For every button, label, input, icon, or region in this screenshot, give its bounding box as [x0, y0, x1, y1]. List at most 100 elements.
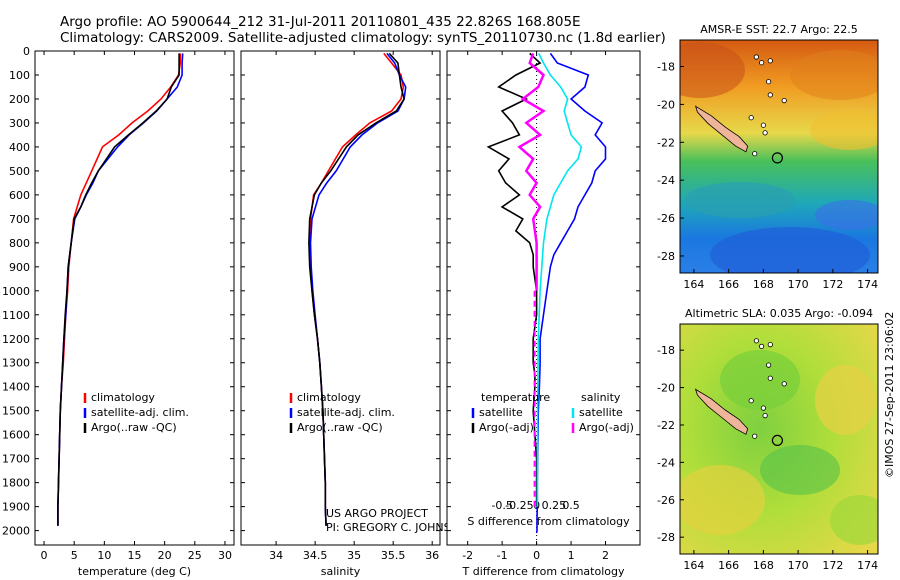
lon-tick-label: 170 [788, 278, 809, 291]
depth-tick-label: 1300 [2, 357, 30, 370]
grande-terre-island [694, 388, 749, 435]
depth-tick-label: 1100 [2, 309, 30, 322]
small-island [748, 115, 754, 121]
x-tick-label: 10 [97, 549, 111, 562]
header-title: Argo profile: AO 5900644_212 31-Jul-2011… [60, 14, 581, 30]
lon-tick-label: 174 [857, 559, 878, 572]
lon-tick-label: 174 [857, 278, 878, 291]
small-island [752, 151, 758, 157]
credit-text: ©IMOS 27-Sep-2011 23:06:02 [883, 312, 896, 478]
lon-tick-label: 168 [753, 559, 774, 572]
lat-tick-label: -20 [657, 98, 675, 111]
small-island [753, 54, 760, 60]
small-island [753, 338, 760, 344]
sst-warm-patch [680, 42, 745, 98]
lon-tick-label: 164 [683, 278, 704, 291]
sla-map-title: Altimetric SLA: 0.035 Argo: -0.094 [685, 307, 873, 320]
depth-tick-label: 200 [9, 93, 30, 106]
x-tick-label: 2 [602, 549, 609, 562]
lat-tick-label: -26 [657, 212, 675, 225]
lon-tick-label: 170 [788, 559, 809, 572]
lat-tick-label: -18 [657, 344, 675, 357]
x-tick-label: 34 [269, 549, 283, 562]
lat-tick-label: -18 [657, 61, 675, 74]
legend-label: satellite-adj. clim. [91, 406, 189, 419]
series-line-salinity-satellite [536, 53, 583, 507]
sst-map-title: AMSR-E SST: 22.7 Argo: 22.5 [700, 23, 858, 36]
s-difference-label: S difference from climatology [467, 515, 630, 528]
salinity-xlabel: salinity [321, 565, 361, 578]
sst-mid-patch [810, 110, 878, 150]
s-tick-label: -0.25 [505, 499, 533, 512]
x-tick-label: 30 [218, 549, 232, 562]
sla-patch [720, 350, 800, 410]
legend-label: Argo(..raw -QC) [297, 421, 383, 434]
small-island [758, 343, 765, 349]
argo-float-marker [771, 434, 784, 446]
small-island [781, 98, 787, 104]
depth-tick-label: 1400 [2, 381, 30, 394]
sla-patch [815, 365, 875, 435]
depth-tick-label: 2000 [2, 525, 30, 538]
small-island [762, 412, 768, 419]
x-tick-label: 0 [533, 549, 540, 562]
s-tick-label: 0.25 [542, 499, 567, 512]
small-island [765, 362, 772, 368]
legend-label: satellite-adj. clim. [297, 406, 395, 419]
legend-title-salinity: salinity [581, 391, 621, 404]
small-island [765, 79, 772, 85]
argo-float-marker [771, 152, 784, 164]
series-line-argo-raw-qc- [308, 52, 405, 526]
lat-tick-label: -22 [657, 136, 675, 149]
small-island [748, 398, 754, 404]
lon-tick-label: 172 [822, 559, 843, 572]
lat-tick-label: -28 [657, 250, 675, 263]
x-tick-label: 15 [128, 549, 142, 562]
depth-tick-label: 500 [9, 165, 30, 178]
sst-map: AMSR-E SST: 22.7 Argo: 22.5 164 166 168 170… [657, 23, 879, 291]
new-caledonia-island [694, 54, 787, 164]
legend-label: Argo(-adj) [579, 421, 634, 434]
x-tick-label: 34.5 [303, 549, 328, 562]
depth-tick-label: 1800 [2, 477, 30, 490]
lat-tick-label: -24 [657, 174, 675, 187]
sst-cold-patch [710, 227, 870, 273]
pi-label: PI: GREGORY C. JOHNSON [326, 521, 467, 534]
difference-xlabel: T difference from climatology [462, 565, 625, 578]
x-tick-label: 20 [158, 549, 172, 562]
difference-panel: -2 -1 0 1 2 T difference from climatology -0.5… [446, 50, 641, 578]
temperature-xlabel: temperature (deg C) [78, 565, 191, 578]
new-caledonia-island [694, 338, 787, 446]
depth-tick-label: 600 [9, 189, 30, 202]
depth-tick-label: 1200 [2, 333, 30, 346]
small-island [767, 58, 773, 64]
small-island [760, 405, 767, 411]
lon-tick-label: 166 [718, 278, 739, 291]
legend-label: climatology [297, 391, 361, 404]
sla-patch [830, 495, 878, 545]
sst-cold-patch [815, 200, 878, 230]
legend-label: Argo(-adj) [479, 421, 534, 434]
x-tick-label: 5 [71, 549, 78, 562]
legend-label: satellite [479, 406, 523, 419]
depth-tick-label: 400 [9, 141, 30, 154]
small-island [758, 60, 765, 66]
legend-label: Argo(..raw -QC) [91, 421, 177, 434]
grande-terre-island [694, 105, 749, 153]
small-island [767, 375, 773, 381]
x-tick-label: 35 [347, 549, 361, 562]
series-line-temperature-argo-adj- [486, 52, 542, 507]
lon-tick-label: 168 [753, 278, 774, 291]
temperature-panel: 0100200300400500600700800900100011001200… [2, 45, 235, 578]
depth-tick-label: 1700 [2, 453, 30, 466]
sst-warm-patch [790, 50, 878, 100]
lat-tick-label: -22 [657, 419, 675, 432]
small-island [752, 433, 758, 439]
sla-map: Altimetric SLA: 0.035 Argo: -0.094 164 16… [657, 307, 879, 572]
depth-tick-label: 300 [9, 117, 30, 130]
x-tick-label: 36 [425, 549, 439, 562]
depth-tick-label: 0 [23, 45, 30, 58]
small-island [767, 92, 773, 98]
legend-label: climatology [91, 391, 155, 404]
